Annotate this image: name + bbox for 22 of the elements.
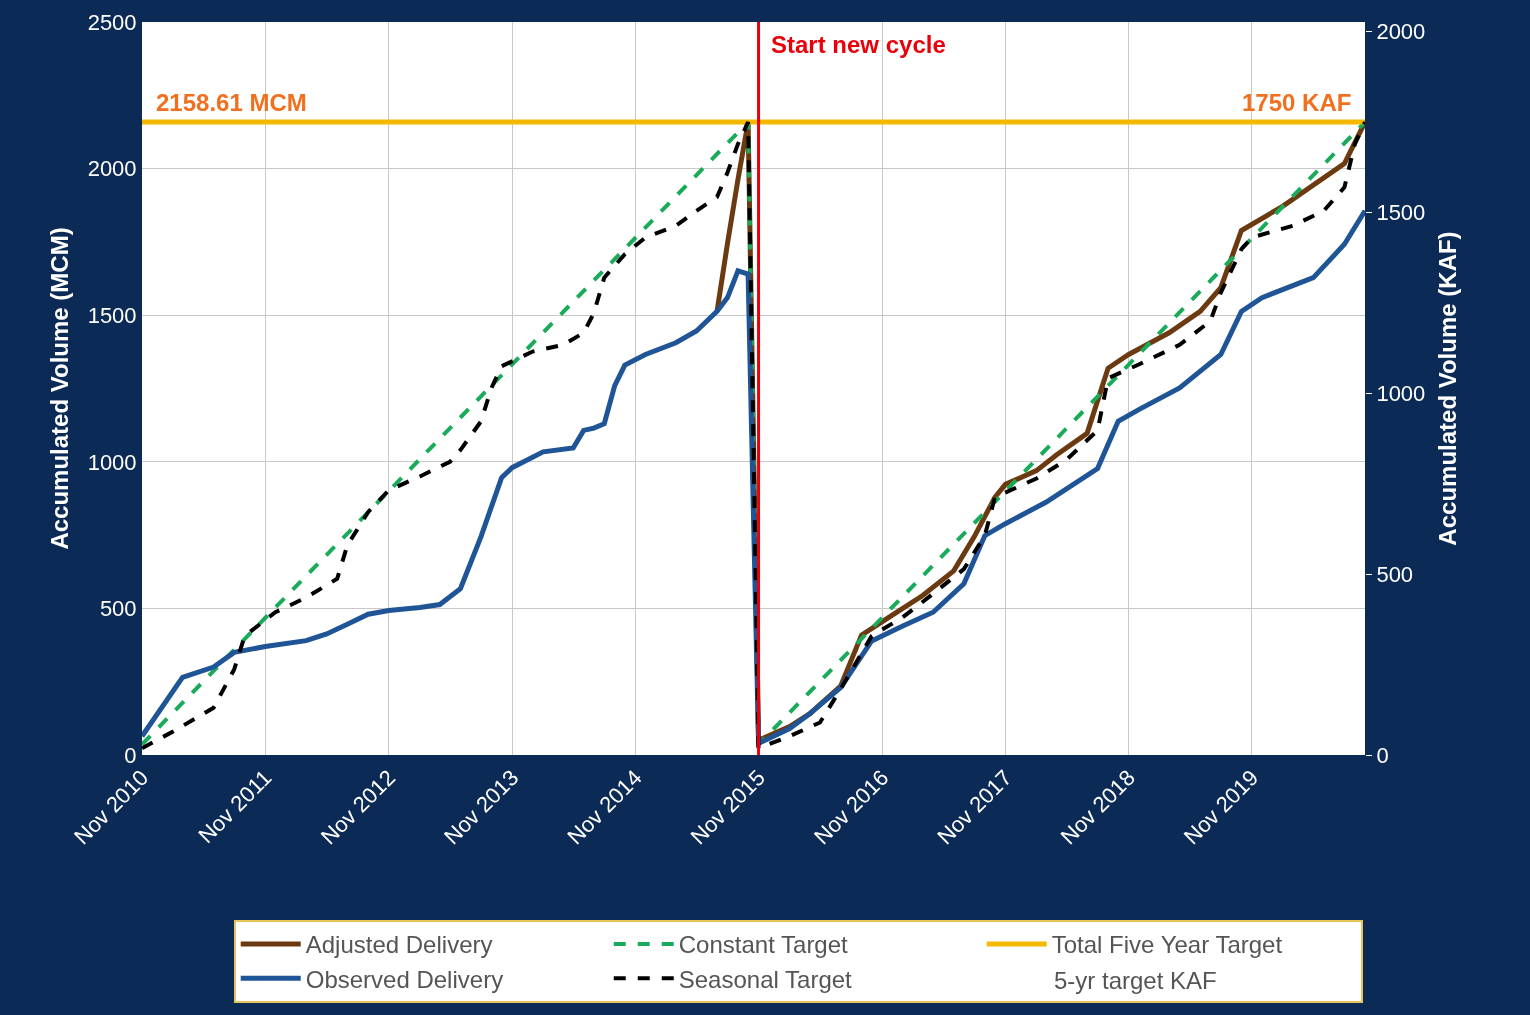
legend-label: Seasonal Target <box>678 965 853 993</box>
legend-label: Adjusted Delivery <box>305 931 493 959</box>
y2-tick-label: 2000 <box>1376 19 1426 45</box>
y2-tick-label: 1500 <box>1376 200 1426 226</box>
ref-line-label: Start new cycle <box>771 31 946 58</box>
y-tick-label: 1500 <box>87 302 137 328</box>
y2-tick-label: 0 <box>1376 742 1389 768</box>
y2-tick-label: 500 <box>1376 561 1414 587</box>
legend-label: Total Five Year Target <box>1051 931 1283 959</box>
y-tick-label: 2000 <box>87 156 137 182</box>
y-tick-label: 1000 <box>87 449 137 475</box>
y2-axis-title: Accumulated Volume (KAF) <box>1433 231 1461 546</box>
annotation: 1750 KAF <box>1242 89 1352 116</box>
legend-label: Observed Delivery <box>305 965 504 993</box>
annotation: 2158.61 MCM <box>156 89 307 116</box>
y2-tick-label: 1000 <box>1376 381 1426 407</box>
y-tick-label: 500 <box>99 596 137 622</box>
legend-label: Constant Target <box>678 931 849 959</box>
text: 5-yr target KAF <box>1054 967 1217 994</box>
y-axis-title: Accumulated Volume (MCM) <box>45 227 73 550</box>
y-tick-label: 2500 <box>87 9 137 35</box>
y-tick-label: 0 <box>124 742 137 768</box>
